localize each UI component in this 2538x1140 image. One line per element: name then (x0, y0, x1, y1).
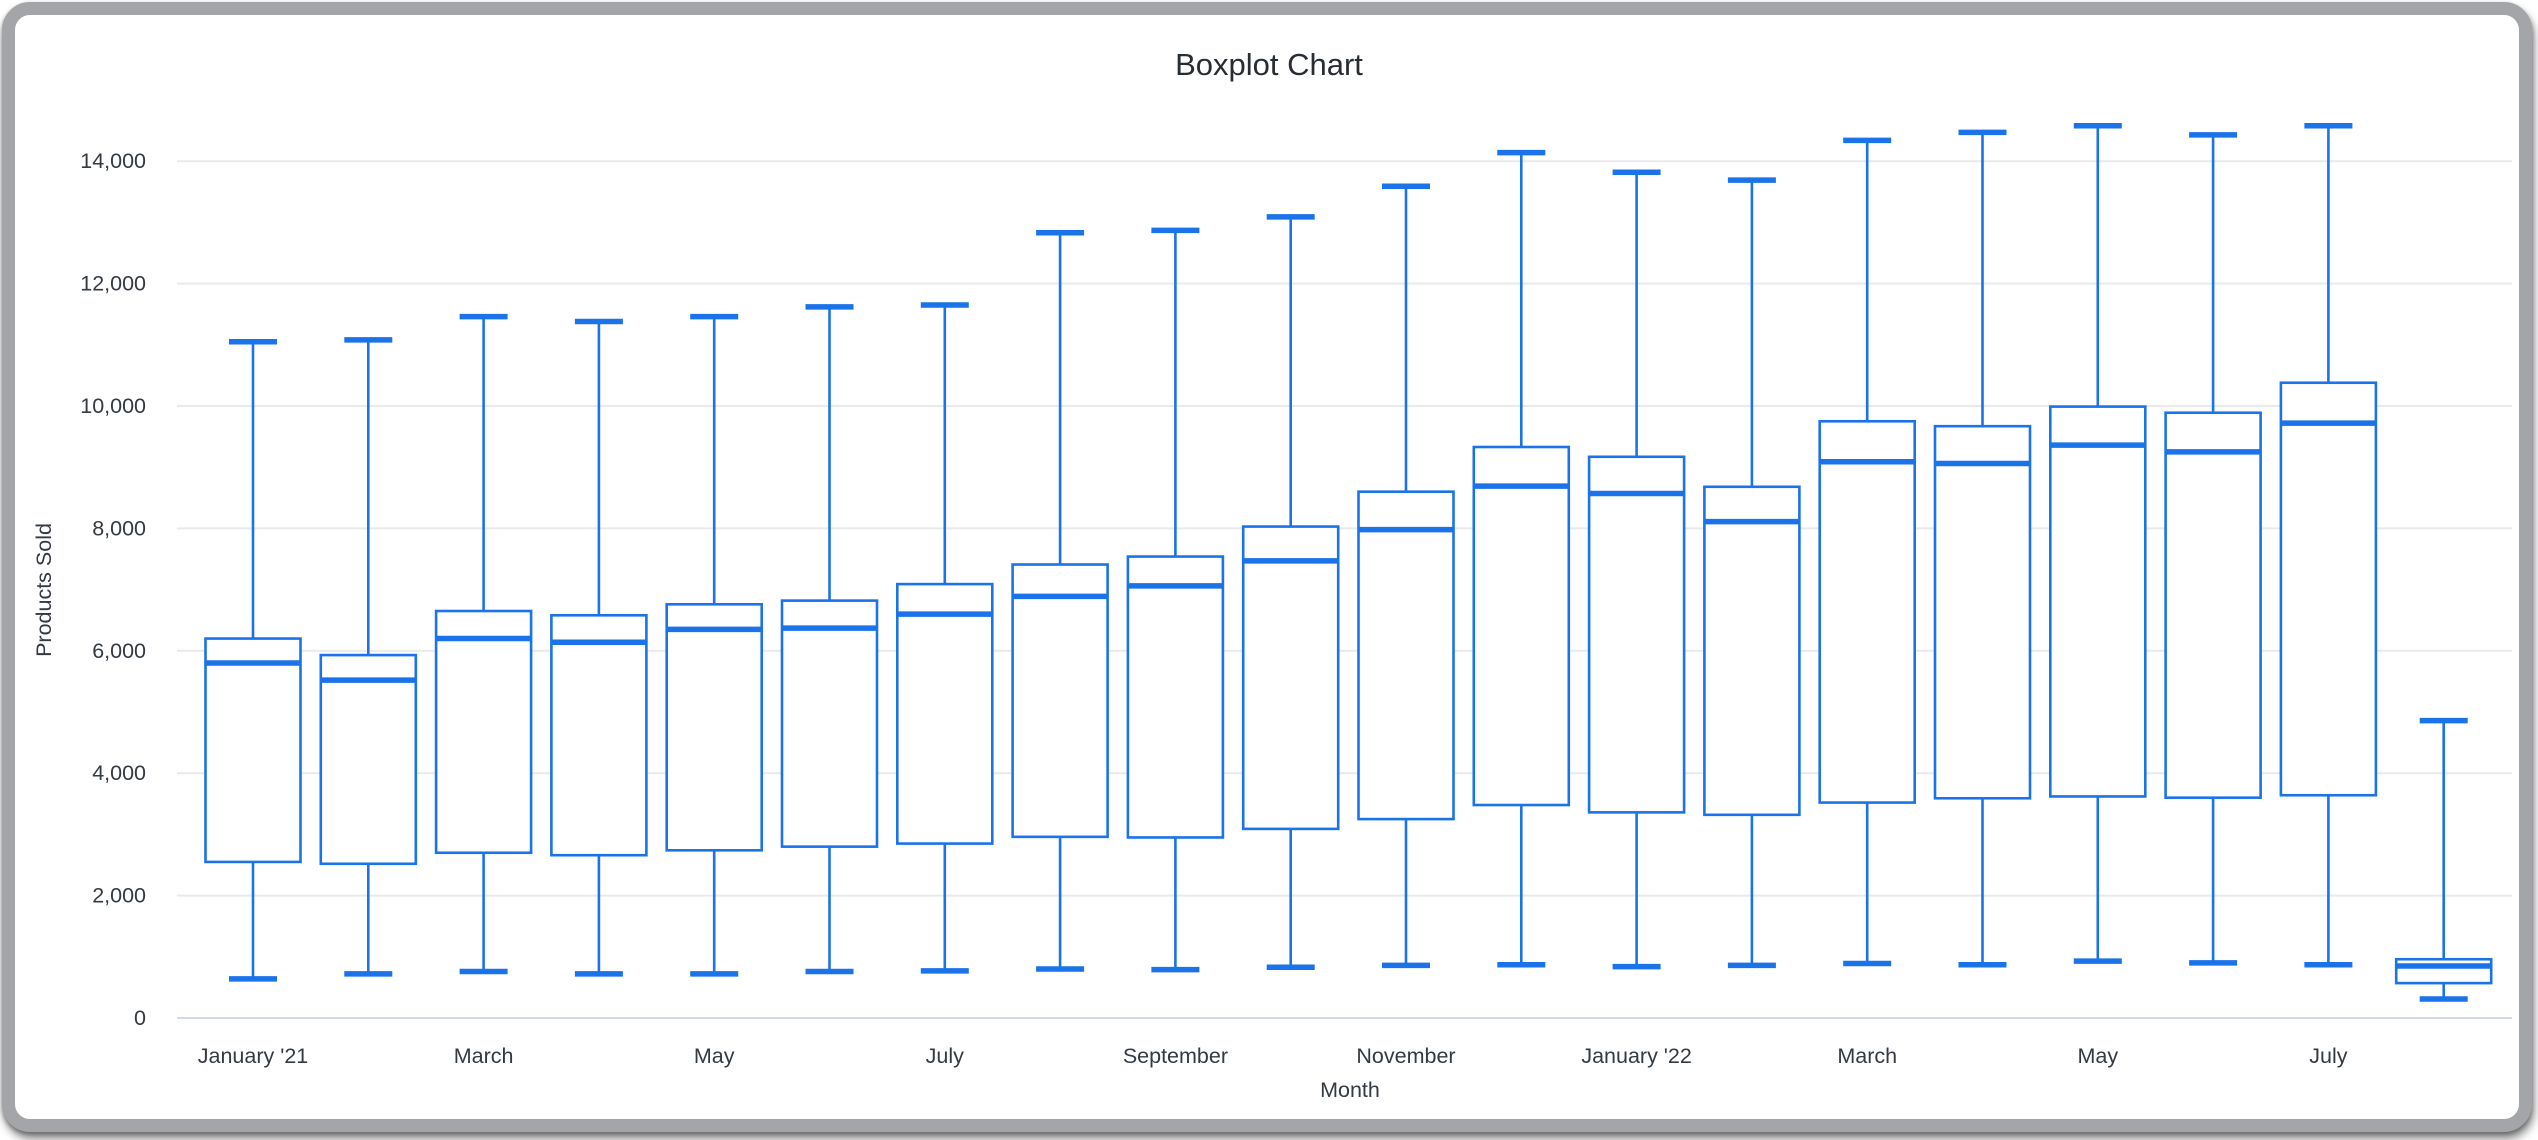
iqr-box (2164, 411, 2262, 799)
iqr-box (2394, 957, 2493, 985)
boxplot-box[interactable] (1126, 227, 1225, 973)
x-tick-label: May (694, 1044, 735, 1068)
x-tick-label: March (454, 1044, 514, 1068)
iqr-box (319, 653, 418, 866)
iqr-box (665, 602, 764, 852)
iqr-box (895, 582, 994, 845)
x-axis-title: Month (1320, 1078, 1380, 1102)
boxplot-box[interactable] (2279, 122, 2378, 968)
x-tick-label: January '22 (1581, 1044, 1691, 1068)
x-tick-label: July (2309, 1044, 2347, 1068)
boxplot-box[interactable] (895, 302, 994, 974)
iqr-box (2049, 405, 2147, 798)
boxplot-box[interactable] (1587, 169, 1686, 970)
iqr-box (780, 599, 879, 848)
boxplot-box[interactable] (434, 313, 533, 975)
x-tick-label: November (1356, 1044, 1455, 1068)
boxplot-box[interactable] (204, 338, 302, 982)
y-axis-title: Products Sold (32, 523, 56, 657)
x-tick-label: July (926, 1044, 964, 1068)
iqr-box (434, 609, 533, 855)
y-tick-label: 10,000 (80, 394, 146, 418)
x-tick-label: January '21 (198, 1044, 308, 1068)
iqr-box (1587, 455, 1686, 814)
boxplot-box[interactable] (1933, 129, 2032, 968)
boxplot-box[interactable] (1241, 214, 1340, 970)
y-tick-label: 0 (134, 1006, 146, 1030)
y-axis-tick-labels: 0 2,000 4,000 6,000 8,000 10,000 12,000 14,000 (80, 149, 146, 1030)
boxplot-box[interactable] (1818, 137, 1916, 967)
y-tick-label: 4,000 (92, 761, 146, 785)
boxplot-box[interactable] (1472, 149, 1571, 968)
iqr-box (1933, 424, 2032, 800)
x-tick-label: September (1123, 1044, 1228, 1068)
gridlines (177, 160, 2512, 1019)
iqr-box (1241, 525, 1340, 831)
boxplot-box[interactable] (2164, 132, 2262, 966)
y-tick-label: 12,000 (80, 272, 146, 296)
boxplot-box[interactable] (1703, 177, 1801, 969)
boxplot-box[interactable] (2394, 717, 2493, 1002)
y-tick-label: 6,000 (92, 639, 146, 663)
iqr-box (204, 637, 302, 864)
boxplot-box[interactable] (780, 304, 879, 975)
iqr-box (1472, 445, 1571, 807)
boxplot-box[interactable] (550, 318, 648, 977)
iqr-box (550, 614, 648, 857)
boxplot-box[interactable] (319, 337, 418, 977)
iqr-box (1703, 485, 1801, 817)
x-axis-tick-labels: January '21 March May July September November… (198, 1044, 2348, 1068)
iqr-box (1126, 555, 1225, 839)
iqr-box (1357, 490, 1455, 821)
iqr-box (1011, 563, 1109, 839)
iqr-box (2279, 381, 2378, 797)
y-tick-label: 2,000 (92, 884, 146, 908)
x-tick-label: May (2077, 1044, 2118, 1068)
y-tick-label: 14,000 (80, 149, 146, 173)
boxplot-box[interactable] (665, 313, 764, 977)
boxplot-box[interactable] (1357, 183, 1455, 969)
y-tick-label: 8,000 (92, 516, 146, 540)
boxplot-series (204, 122, 2493, 1002)
iqr-box (1818, 419, 1916, 804)
boxplot-box[interactable] (2049, 122, 2147, 964)
boxplot-box[interactable] (1011, 230, 1109, 972)
x-tick-label: March (1837, 1044, 1897, 1068)
chart-title: Boxplot Chart (1175, 47, 1363, 82)
